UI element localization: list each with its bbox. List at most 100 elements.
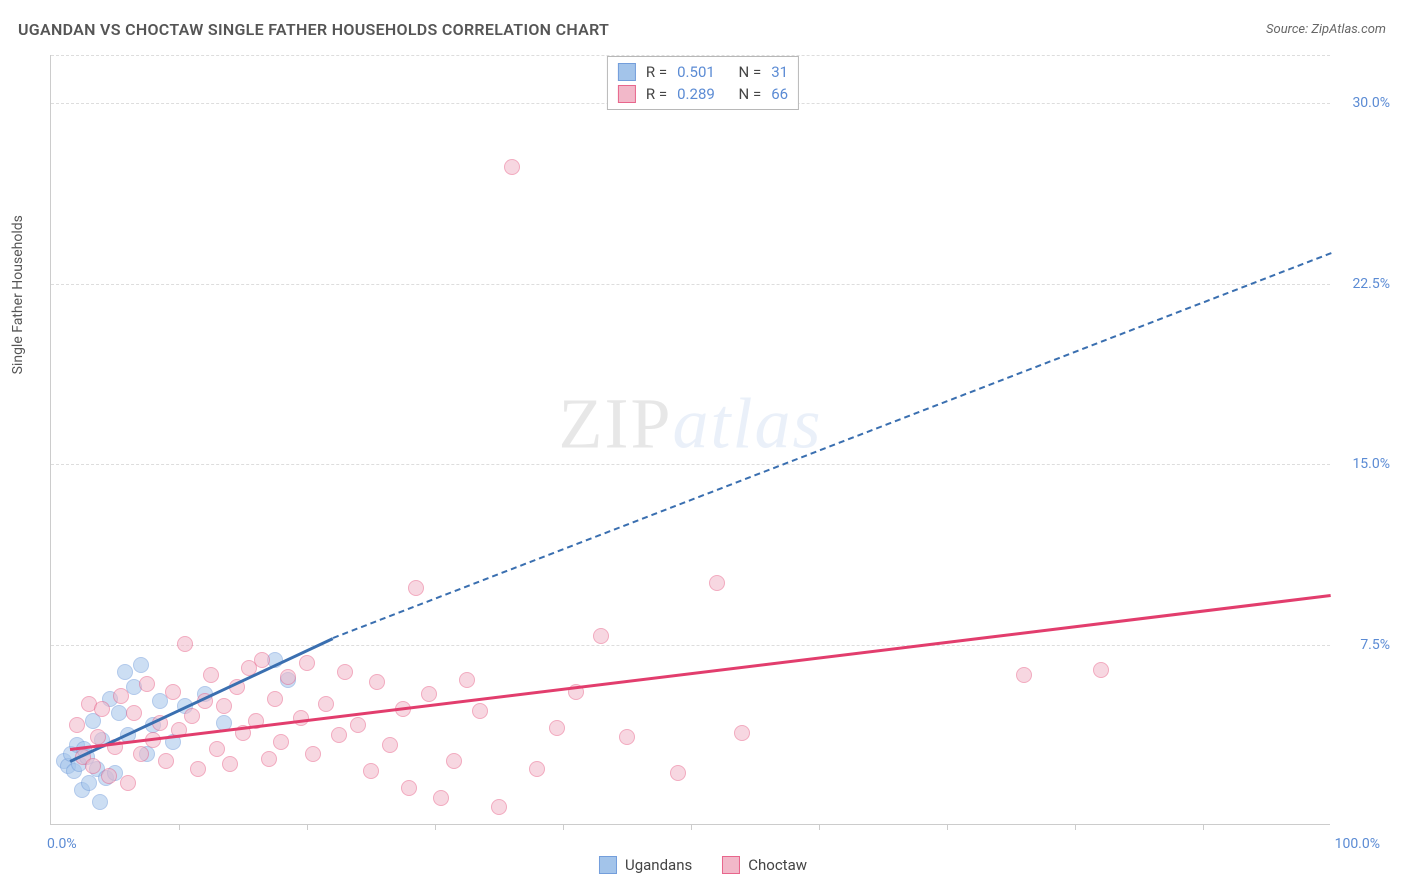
scatter-point bbox=[401, 780, 417, 796]
n-label: N = bbox=[739, 63, 762, 81]
n-value-choctaw: 66 bbox=[771, 85, 788, 103]
watermark-zip: ZIP bbox=[558, 384, 672, 464]
scatter-point bbox=[331, 727, 347, 743]
scatter-point bbox=[369, 674, 385, 690]
stats-row-ugandans: R = 0.501 N = 31 bbox=[618, 61, 788, 83]
scatter-point bbox=[261, 751, 277, 767]
scatter-point bbox=[92, 794, 108, 810]
scatter-point bbox=[101, 768, 117, 784]
scatter-point bbox=[273, 734, 289, 750]
scatter-point bbox=[472, 703, 488, 719]
x-tick bbox=[1075, 824, 1076, 830]
scatter-point bbox=[177, 636, 193, 652]
watermark: ZIPatlas bbox=[558, 383, 822, 466]
chart-title: UGANDAN VS CHOCTAW SINGLE FATHER HOUSEHO… bbox=[18, 20, 609, 39]
scatter-point bbox=[120, 775, 136, 791]
x-tick bbox=[691, 824, 692, 830]
scatter-point bbox=[85, 758, 101, 774]
y-tick-label: 30.0% bbox=[1352, 95, 1390, 111]
plot-area: ZIPatlas 7.5%15.0%22.5%30.0%0.0%100.0% bbox=[50, 55, 1330, 825]
scatter-point bbox=[299, 655, 315, 671]
scatter-point bbox=[382, 737, 398, 753]
chart-container: UGANDAN VS CHOCTAW SINGLE FATHER HOUSEHO… bbox=[0, 0, 1406, 892]
swatch-ugandans bbox=[618, 63, 636, 81]
scatter-point bbox=[619, 729, 635, 745]
x-tick-label: 0.0% bbox=[47, 836, 77, 852]
r-label: R = bbox=[646, 63, 667, 81]
trend-line bbox=[332, 252, 1331, 639]
scatter-point bbox=[139, 676, 155, 692]
r-value-ugandans: 0.501 bbox=[677, 63, 715, 81]
scatter-point bbox=[280, 669, 296, 685]
scatter-point bbox=[318, 696, 334, 712]
x-tick bbox=[819, 824, 820, 830]
scatter-point bbox=[184, 708, 200, 724]
scatter-point bbox=[222, 756, 238, 772]
r-value-choctaw: 0.289 bbox=[677, 85, 715, 103]
scatter-point bbox=[305, 746, 321, 762]
x-tick bbox=[307, 824, 308, 830]
y-tick-label: 22.5% bbox=[1352, 276, 1390, 292]
source-attribution: Source: ZipAtlas.com bbox=[1266, 22, 1386, 37]
scatter-point bbox=[408, 580, 424, 596]
x-tick-label: 100.0% bbox=[1335, 836, 1380, 852]
swatch-ugandans bbox=[599, 856, 617, 874]
legend-label-ugandans: Ugandans bbox=[625, 856, 692, 874]
legend-label-choctaw: Choctaw bbox=[748, 856, 807, 874]
scatter-point bbox=[350, 717, 366, 733]
grid-line bbox=[51, 645, 1330, 646]
y-axis-label: Single Father Households bbox=[10, 215, 26, 374]
x-tick bbox=[947, 824, 948, 830]
scatter-point bbox=[446, 753, 462, 769]
x-tick bbox=[563, 824, 564, 830]
scatter-point bbox=[133, 657, 149, 673]
legend-item-ugandans: Ugandans bbox=[599, 856, 692, 874]
y-tick-label: 7.5% bbox=[1360, 637, 1390, 653]
scatter-point bbox=[1093, 662, 1109, 678]
grid-line bbox=[51, 464, 1330, 465]
scatter-point bbox=[593, 628, 609, 644]
bottom-legend: Ugandans Choctaw bbox=[599, 856, 807, 874]
scatter-point bbox=[491, 799, 507, 815]
scatter-point bbox=[113, 688, 129, 704]
scatter-point bbox=[363, 763, 379, 779]
scatter-point bbox=[111, 705, 127, 721]
scatter-point bbox=[433, 790, 449, 806]
swatch-choctaw bbox=[722, 856, 740, 874]
scatter-point bbox=[94, 701, 110, 717]
scatter-point bbox=[529, 761, 545, 777]
scatter-point bbox=[267, 691, 283, 707]
x-tick bbox=[179, 824, 180, 830]
r-label: R = bbox=[646, 85, 667, 103]
n-label: N = bbox=[739, 85, 762, 103]
scatter-point bbox=[190, 761, 206, 777]
scatter-point bbox=[81, 775, 97, 791]
scatter-point bbox=[709, 575, 725, 591]
scatter-point bbox=[203, 667, 219, 683]
scatter-point bbox=[1016, 667, 1032, 683]
grid-line bbox=[51, 284, 1330, 285]
scatter-point bbox=[670, 765, 686, 781]
scatter-point bbox=[165, 684, 181, 700]
scatter-point bbox=[337, 664, 353, 680]
scatter-point bbox=[209, 741, 225, 757]
scatter-point bbox=[421, 686, 437, 702]
stats-legend: R = 0.501 N = 31 R = 0.289 N = 66 bbox=[607, 56, 799, 110]
n-value-ugandans: 31 bbox=[771, 63, 788, 81]
watermark-atlas: atlas bbox=[672, 384, 822, 464]
scatter-point bbox=[126, 705, 142, 721]
scatter-point bbox=[158, 753, 174, 769]
scatter-point bbox=[459, 672, 475, 688]
scatter-point bbox=[504, 159, 520, 175]
stats-row-choctaw: R = 0.289 N = 66 bbox=[618, 83, 788, 105]
scatter-point bbox=[117, 664, 133, 680]
x-tick bbox=[435, 824, 436, 830]
scatter-point bbox=[549, 720, 565, 736]
scatter-point bbox=[734, 725, 750, 741]
legend-item-choctaw: Choctaw bbox=[722, 856, 807, 874]
x-tick bbox=[1203, 824, 1204, 830]
scatter-point bbox=[216, 698, 232, 714]
y-tick-label: 15.0% bbox=[1352, 456, 1390, 472]
swatch-choctaw bbox=[618, 85, 636, 103]
scatter-point bbox=[133, 746, 149, 762]
